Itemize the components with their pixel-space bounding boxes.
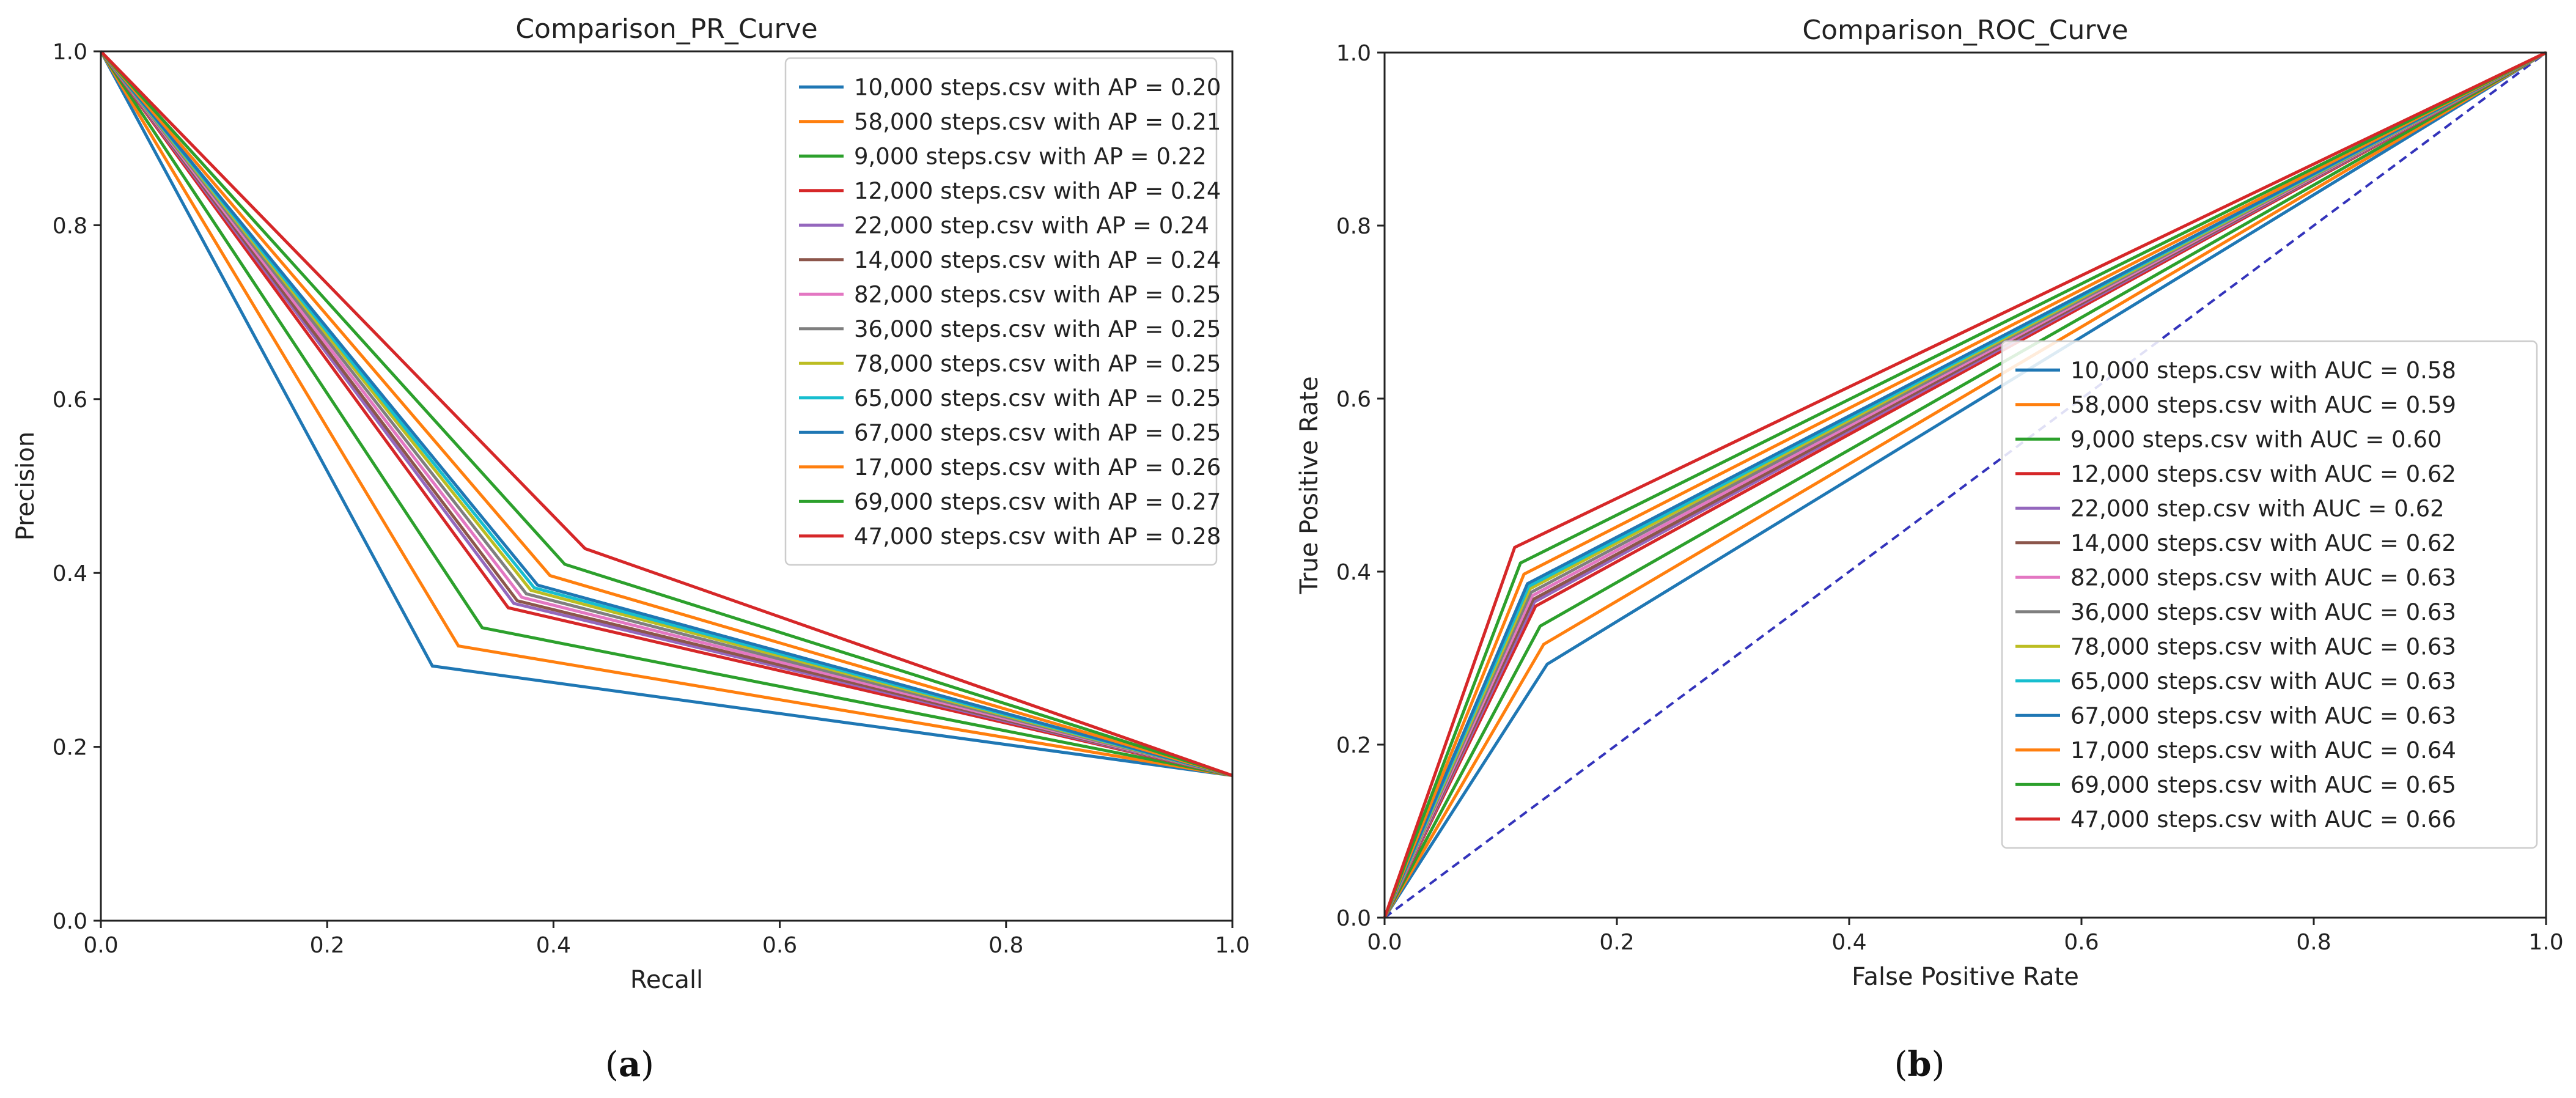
series-line bbox=[100, 50, 1233, 777]
x-axis-label: False Positive Rate bbox=[1852, 963, 2079, 991]
chart-title: Comparison_ROC_Curve bbox=[1802, 15, 2128, 46]
legend-entry: 47,000 steps.csv with AUC = 0.66 bbox=[2070, 806, 2456, 833]
legend-entry: 17,000 steps.csv with AUC = 0.64 bbox=[2070, 737, 2456, 764]
x-tick-label: 0.2 bbox=[310, 933, 345, 958]
legend: 10,000 steps.csv with AP = 0.20 58,000 st… bbox=[784, 57, 1221, 566]
x-tick-label: 1.0 bbox=[2528, 930, 2563, 955]
legend-entry: 65,000 steps.csv with AP = 0.25 bbox=[854, 385, 1221, 411]
series-line bbox=[1383, 51, 2547, 919]
legend-entry: 17,000 steps.csv with AP = 0.26 bbox=[854, 454, 1221, 481]
chart-title: Comparison_PR_Curve bbox=[515, 13, 817, 45]
series-line bbox=[1383, 51, 2547, 918]
legend-entry: 10,000 steps.csv with AUC = 0.58 bbox=[2070, 357, 2456, 383]
legend-entry: 67,000 steps.csv with AP = 0.25 bbox=[854, 419, 1221, 446]
legend-entry: 22,000 step.csv with AUC = 0.62 bbox=[2070, 495, 2445, 521]
series-line bbox=[99, 50, 1233, 777]
caption-letter: a bbox=[619, 1044, 641, 1085]
caption-close-paren: ) bbox=[1932, 1045, 1945, 1085]
legend-entry: 14,000 steps.csv with AUC = 0.62 bbox=[2070, 530, 2456, 556]
caption-letter: b bbox=[1907, 1044, 1931, 1085]
series-line bbox=[1383, 51, 2547, 918]
legend: 10,000 steps.csv with AUC = 0.58 58,000 s… bbox=[2001, 340, 2538, 849]
roc-curve-chart: Comparison_ROC_Curve 0.0 0.2 0.4 0.6 0.8 1.0 0.… bbox=[1295, 15, 2564, 1085]
y-tick-label: 0.2 bbox=[1336, 733, 1371, 758]
y-tick-label: 0.0 bbox=[1336, 906, 1371, 931]
legend-entry: 67,000 steps.csv with AUC = 0.63 bbox=[2070, 702, 2456, 729]
series-line bbox=[1383, 51, 2547, 919]
x-tick-label: 0.0 bbox=[1367, 930, 1402, 955]
y-axis-label: Precision bbox=[12, 432, 40, 540]
legend-entry: 58,000 steps.csv with AP = 0.21 bbox=[854, 109, 1221, 135]
legend-entry: 47,000 steps.csv with AP = 0.28 bbox=[854, 523, 1221, 550]
legend-entry: 78,000 steps.csv with AUC = 0.63 bbox=[2070, 633, 2456, 660]
y-tick-label: 1.0 bbox=[1336, 41, 1371, 66]
series-line bbox=[100, 50, 1233, 777]
x-axis-label: Recall bbox=[630, 966, 703, 994]
series-line bbox=[1383, 51, 2547, 918]
legend-entry: 82,000 steps.csv with AUC = 0.63 bbox=[2070, 564, 2456, 591]
legend-box bbox=[784, 57, 1218, 566]
x-tick-label: 0.8 bbox=[988, 933, 1023, 958]
y-axis-label: True Positive Rate bbox=[1295, 376, 1323, 594]
caption-close-paren: ) bbox=[641, 1045, 654, 1085]
series-line bbox=[1383, 51, 2547, 918]
caption-open-paren: ( bbox=[605, 1045, 619, 1085]
legend-entry: 9,000 steps.csv with AUC = 0.60 bbox=[2070, 426, 2442, 452]
plot-frame bbox=[100, 50, 1234, 922]
chance-diagonal-line bbox=[1383, 51, 2547, 919]
series-line bbox=[100, 50, 1233, 777]
legend-entry: 22,000 step.csv with AP = 0.24 bbox=[854, 212, 1209, 238]
legend-entry: 82,000 steps.csv with AP = 0.25 bbox=[854, 281, 1221, 308]
panel-caption: (a) bbox=[605, 1044, 654, 1085]
y-tick-label: 0.4 bbox=[1336, 560, 1371, 585]
x-tick-label: 1.0 bbox=[1215, 933, 1249, 958]
legend-box bbox=[2001, 340, 2538, 849]
legend-entry: 10,000 steps.csv with AP = 0.20 bbox=[854, 74, 1221, 100]
x-tick-label: 0.0 bbox=[83, 933, 118, 958]
legend-entry: 58,000 steps.csv with AUC = 0.59 bbox=[2070, 392, 2456, 418]
x-tick-label: 0.4 bbox=[536, 933, 571, 958]
x-tick-label: 0.2 bbox=[1599, 930, 1634, 955]
x-tick-label: 0.6 bbox=[762, 933, 797, 958]
legend-entry: 36,000 steps.csv with AUC = 0.63 bbox=[2070, 599, 2456, 625]
legend-entry: 36,000 steps.csv with AP = 0.25 bbox=[854, 316, 1221, 342]
legend-entry: 12,000 steps.csv with AP = 0.24 bbox=[854, 178, 1221, 204]
caption-open-paren: ( bbox=[1894, 1045, 1908, 1085]
x-tick-label: 0.6 bbox=[2064, 930, 2099, 955]
pr-curve-chart: Comparison_PR_Curve 0.0 0.2 0.4 0.6 0.8 1.0 0.0… bbox=[12, 13, 1250, 1085]
legend-entry: 14,000 steps.csv with AP = 0.24 bbox=[854, 247, 1221, 273]
y-tick-label: 0.6 bbox=[53, 388, 87, 413]
y-tick-label: 1.0 bbox=[53, 40, 87, 65]
y-tick-label: 0.4 bbox=[53, 561, 87, 586]
series-line bbox=[100, 50, 1233, 777]
x-tick-label: 0.8 bbox=[2296, 930, 2331, 955]
legend-entry: 9,000 steps.csv with AP = 0.22 bbox=[854, 143, 1207, 169]
legend-entry: 69,000 steps.csv with AP = 0.27 bbox=[854, 488, 1221, 515]
legend-entry: 78,000 steps.csv with AP = 0.25 bbox=[854, 350, 1221, 377]
series-line bbox=[1383, 51, 2547, 919]
series-line bbox=[99, 50, 1233, 777]
panel-caption: (b) bbox=[1894, 1044, 1945, 1085]
y-tick-label: 0.0 bbox=[53, 909, 87, 934]
legend-entry: 65,000 steps.csv with AUC = 0.63 bbox=[2070, 668, 2456, 695]
y-tick-label: 0.6 bbox=[1336, 387, 1371, 412]
legend-entry: 12,000 steps.csv with AUC = 0.62 bbox=[2070, 461, 2456, 487]
series-line bbox=[99, 50, 1233, 777]
y-tick-label: 0.2 bbox=[53, 735, 87, 761]
plot-frame bbox=[1383, 51, 2547, 919]
y-tick-label: 0.8 bbox=[1336, 214, 1371, 239]
series-line bbox=[99, 50, 1233, 777]
y-tick-label: 0.8 bbox=[53, 213, 87, 238]
legend-entry: 69,000 steps.csv with AUC = 0.65 bbox=[2070, 772, 2456, 798]
x-tick-label: 0.4 bbox=[1831, 930, 1866, 955]
